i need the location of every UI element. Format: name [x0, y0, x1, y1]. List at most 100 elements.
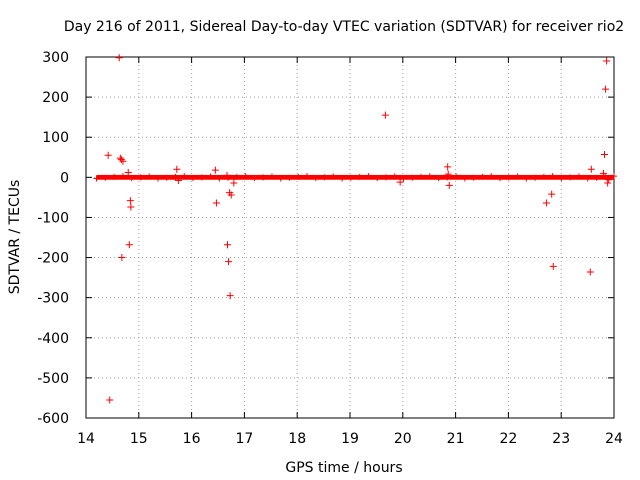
x-tick-label: 14	[77, 431, 95, 447]
band-marker	[330, 173, 337, 180]
band-marker	[558, 175, 565, 182]
band-marker	[93, 175, 100, 182]
band-marker	[268, 173, 275, 180]
band-marker	[198, 174, 205, 181]
band-marker	[514, 173, 521, 180]
band-marker	[374, 175, 381, 182]
data-point	[444, 163, 452, 171]
data-point	[117, 156, 125, 164]
data-point	[599, 169, 607, 177]
band-marker	[242, 173, 249, 180]
data-point	[211, 166, 219, 174]
band-marker	[137, 174, 144, 181]
data-point	[225, 258, 233, 266]
band-marker	[488, 173, 495, 180]
data-point	[227, 191, 235, 199]
chart-title: Day 216 of 2011, Sidereal Day-to-day VTE…	[64, 19, 624, 35]
y-tick-label: -400	[37, 331, 69, 347]
x-axis-label: GPS time / hours	[285, 460, 402, 476]
band-marker	[312, 175, 319, 182]
band-marker	[391, 173, 398, 180]
data-point	[587, 165, 595, 173]
data-point	[604, 179, 612, 187]
data-point	[124, 169, 132, 177]
band-marker	[523, 175, 530, 182]
data-point	[444, 170, 452, 178]
band-marker	[190, 175, 197, 182]
data-point	[224, 241, 232, 249]
band-marker	[496, 175, 503, 182]
band-marker	[102, 174, 109, 181]
y-tick-label: 0	[60, 170, 69, 186]
x-tick-label: 21	[447, 431, 465, 447]
band-marker	[365, 173, 372, 180]
y-tick-label: -100	[37, 210, 69, 226]
band-marker	[567, 174, 574, 181]
x-tick-label: 20	[394, 431, 412, 447]
data-point	[602, 85, 610, 93]
data-point	[230, 179, 238, 187]
band-marker	[418, 173, 425, 180]
x-tick-label: 23	[552, 431, 570, 447]
data-point	[119, 157, 127, 165]
band-marker	[602, 173, 609, 180]
x-tick-label: 18	[288, 431, 306, 447]
data-point	[549, 262, 557, 270]
dense-band-fill	[96, 174, 614, 180]
grid-lines	[86, 57, 614, 418]
y-tick-label: -300	[37, 291, 69, 307]
band-marker	[575, 173, 582, 180]
band-marker	[111, 173, 118, 180]
y-tick-label: -200	[37, 251, 69, 267]
band-marker	[277, 175, 284, 182]
data-point	[212, 199, 220, 207]
band-marker	[444, 174, 451, 181]
band-marker	[461, 175, 468, 182]
data-point	[106, 396, 114, 404]
band-marker	[356, 173, 363, 180]
band-marker	[400, 175, 407, 182]
band-marker	[146, 173, 153, 180]
band-marker	[260, 174, 267, 181]
x-tick-label: 16	[183, 431, 201, 447]
x-tick-label: 24	[605, 431, 623, 447]
band-marker	[435, 175, 442, 182]
data-point	[445, 181, 453, 189]
data-point	[118, 254, 126, 262]
data-points	[104, 54, 613, 404]
band-marker	[128, 175, 135, 182]
y-tick-label: 300	[42, 50, 69, 66]
band-marker	[540, 173, 547, 180]
y-tick-label: -500	[37, 371, 69, 387]
x-axis-ticks: 14 15 16 17 18 19 20 21 22 23 24	[77, 57, 623, 447]
band-marker	[251, 175, 258, 182]
band-marker	[584, 175, 591, 182]
data-point	[115, 54, 123, 62]
data-point	[396, 178, 404, 186]
band-marker	[470, 174, 477, 181]
band-marker	[505, 174, 512, 181]
band-marker	[207, 173, 214, 180]
data-point	[173, 165, 181, 173]
band-marker	[119, 173, 126, 180]
band-marker	[593, 174, 600, 181]
data-point	[126, 197, 134, 205]
data-point	[600, 150, 608, 158]
data-point	[586, 268, 594, 276]
data-point	[174, 177, 182, 185]
data-point	[542, 199, 550, 207]
dense-data-band	[93, 173, 617, 182]
band-marker	[347, 174, 354, 181]
y-tick-label: -600	[37, 411, 69, 427]
data-point	[223, 171, 231, 179]
data-point	[127, 203, 135, 211]
band-marker	[339, 175, 346, 182]
band-marker	[611, 173, 617, 180]
data-point	[226, 292, 234, 300]
band-marker	[304, 173, 311, 180]
y-axis-ticks: 300 200 100 0 -100 -200 -300 -400 -500 -600	[37, 50, 614, 427]
y-tick-label: 200	[42, 90, 69, 106]
x-tick-label: 19	[341, 431, 359, 447]
band-marker	[479, 173, 486, 180]
